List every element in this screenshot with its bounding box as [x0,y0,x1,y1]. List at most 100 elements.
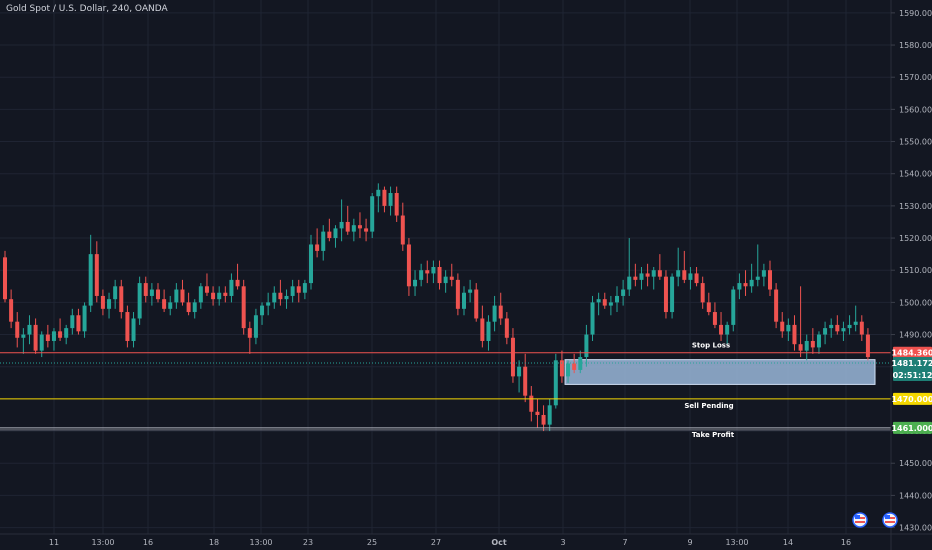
x-tick-label: 25 [367,538,377,547]
candle-body [865,334,870,358]
candle-down [223,286,228,303]
candle-body [125,312,130,341]
candle-body [309,244,313,284]
candle-up [639,267,644,290]
candle-down [859,315,864,341]
candle-body [437,267,442,284]
candle-up [517,360,522,393]
candle-body [627,276,632,290]
candle-down [278,279,283,306]
candle-up [841,321,846,341]
candle-up [584,324,589,367]
candle-body [388,193,393,206]
candle-down [559,350,564,383]
take-profit-price-label: 1461.000 [891,424,932,433]
y-tick-label: 1450.000 [899,459,932,468]
candle-up [731,286,736,332]
events-flags[interactable] [852,512,898,528]
stop-loss-price-label: 1484.360 [891,349,932,358]
candle-down [119,279,124,319]
x-tick-label: 18 [209,538,219,547]
entry-zone[interactable] [564,359,876,385]
candle-down [780,312,785,338]
candle-body [725,324,730,335]
flag-stripe [885,521,895,523]
countdown-label: 02:51:12 [893,371,932,380]
candle-up [113,279,118,309]
candle-body [786,324,791,332]
candle-down [865,328,870,361]
candle-up [786,318,791,341]
candle-body [608,302,613,306]
candle-up [272,286,277,309]
candle-body [315,244,320,251]
candle-down [706,292,711,316]
candle-body [296,286,301,293]
candle-up [737,273,742,300]
candle-down [296,279,301,303]
candle-down [45,324,50,348]
candle-body [676,270,681,277]
time-axis[interactable]: 11 13:00 16 18 13:00 23 25 27 Oct 3 7 9 13:00 14 16 [49,538,851,547]
candle-up [333,225,338,248]
candle-body [345,221,350,232]
candle-body [107,299,112,309]
candle-body [58,331,63,338]
y-tick-label: 1540.000 [899,170,932,179]
candle-down [535,398,540,428]
candle-body [162,299,167,309]
candle-up [462,286,466,316]
candle-body [541,414,546,425]
candle-up [804,334,809,361]
candle-body [376,189,381,197]
candle-down [100,289,105,316]
candle-body [272,292,277,303]
candle-down [449,263,454,287]
candle-up [676,247,681,287]
candle-body [455,279,460,309]
candle-body [462,292,466,309]
y-tick-label: 1500.000 [899,298,932,307]
candle-body [198,286,203,303]
sell-pending-price-label: 1470.000 [891,395,932,404]
flag-canton [885,515,890,519]
candle-down [663,270,668,319]
level-lines[interactable]: Stop Loss Sell Pending Take Profit [0,342,891,439]
candle-body [602,299,607,306]
candle-body [229,279,234,296]
candle-up [749,263,754,293]
candle-body [584,334,589,358]
candle-body [535,411,540,415]
candle-body [596,299,601,303]
candle-down [700,276,705,309]
price-axis[interactable]: 1430.0001440.0001450.0001460.0001470.000… [891,9,932,533]
candle-body [645,273,650,277]
candle-body [510,337,515,377]
candle-body [174,289,179,303]
candle-body [633,276,638,280]
candle-down [247,321,252,354]
candle-up [627,238,632,296]
price-tags: 1484.360 1470.000 1461.000 1481.172 02:51:12 [891,346,932,434]
candle-body [186,302,191,313]
sell-pending-annotation: Sell Pending [684,402,733,410]
candle-up [413,270,418,296]
candle-body [615,295,619,303]
candle-body [131,318,136,341]
candle-body [113,286,118,300]
candle-body [572,363,577,370]
candle-down [58,318,63,341]
candle-up [431,260,436,284]
candle-body [15,321,20,338]
candle-up [419,263,424,287]
flag-canton [855,515,860,519]
candle-body [156,289,160,300]
candle-up [51,328,56,351]
y-tick-label: 1490.000 [899,331,932,340]
candle-down [400,202,405,251]
candle-up [82,302,87,338]
candle-body [731,289,736,325]
sell-zone-rect[interactable] [564,359,876,385]
candle-body [468,289,473,293]
